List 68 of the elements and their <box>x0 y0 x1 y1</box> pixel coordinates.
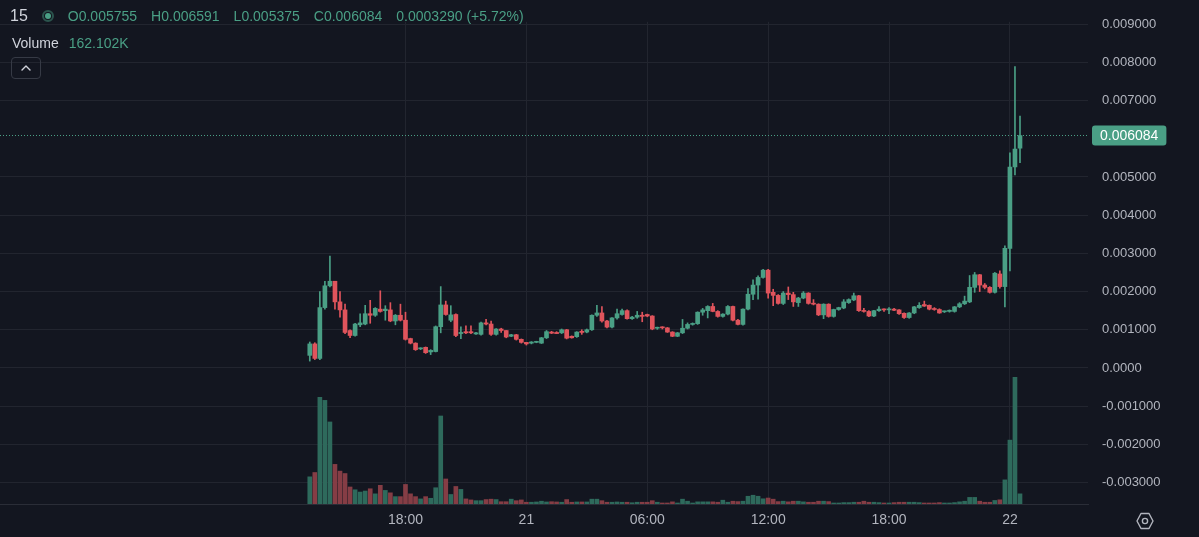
bar <box>483 499 489 504</box>
annotation: L0.005375 <box>233 8 300 24</box>
bar <box>735 501 741 504</box>
x-tick-label: 06:00 <box>629 511 665 528</box>
bar <box>584 501 590 504</box>
y-tick-label: 0.001000 <box>1102 321 1157 337</box>
y-tick-label: 0.007000 <box>1102 92 1157 108</box>
x-tick-label: 18:00 <box>387 511 424 528</box>
bar <box>362 490 368 504</box>
y-tick-label: 0.003000 <box>1102 244 1157 260</box>
bar <box>423 496 428 504</box>
bar <box>634 501 640 504</box>
y-tick-label: 0.009000 <box>1102 15 1157 31</box>
y-tick-label: -0.002000 <box>1102 435 1161 451</box>
bar <box>367 488 373 504</box>
y-tick-label: -0.001000 <box>1102 397 1161 413</box>
ref-line-label: 0.006084 <box>1100 127 1159 144</box>
annotation: 162.102K <box>68 35 129 51</box>
bar <box>579 501 585 504</box>
x-tick-label: 18:00 <box>871 511 907 528</box>
bar <box>826 501 831 504</box>
annotation: H0.006591 <box>151 8 220 24</box>
x-tick-label: 21 <box>518 511 535 528</box>
bar <box>377 485 383 504</box>
x-tick-label: 22 <box>1002 511 1018 528</box>
y-tick-label: 0.005000 <box>1102 168 1157 184</box>
y-tick-label: 0.0000 <box>1102 359 1142 375</box>
candlestick <box>458 326 464 339</box>
bar <box>649 500 655 504</box>
bar <box>655 501 660 504</box>
bar <box>372 493 378 504</box>
bar <box>307 476 313 504</box>
bar <box>821 500 826 504</box>
candlestick <box>367 300 373 324</box>
bar <box>559 501 564 504</box>
bar <box>992 500 998 504</box>
annotation: Volume <box>12 35 59 51</box>
bar <box>448 494 454 504</box>
bar <box>443 478 449 504</box>
chart-title: 15 <box>10 7 28 25</box>
bar <box>599 500 605 504</box>
bar <box>775 501 781 504</box>
bar <box>393 496 398 504</box>
bar <box>478 500 484 504</box>
bar <box>720 499 726 504</box>
bar <box>388 492 393 504</box>
y-tick-label: 0.004000 <box>1102 206 1157 222</box>
bar <box>493 499 499 504</box>
annotation: O0.005755 <box>67 8 138 24</box>
bar <box>312 472 318 504</box>
annotation: 0.0003290 (+5.72%) <box>396 8 524 24</box>
candlestick <box>377 290 383 313</box>
bar <box>780 500 786 504</box>
bar <box>997 499 1003 504</box>
bar <box>856 501 862 504</box>
bar <box>383 490 388 504</box>
y-tick-label: -0.003000 <box>1102 474 1161 490</box>
bar <box>977 500 983 504</box>
x-tick-label: 12:00 <box>750 511 786 528</box>
annotation: C0.006084 <box>313 8 383 24</box>
bar <box>760 498 766 504</box>
bar <box>503 501 509 504</box>
y-tick-label: 0.002000 <box>1102 283 1157 299</box>
y-tick-label: 0.008000 <box>1102 53 1157 69</box>
bar <box>574 501 580 504</box>
bar <box>473 500 479 504</box>
bar <box>508 498 514 504</box>
bar <box>418 498 423 504</box>
